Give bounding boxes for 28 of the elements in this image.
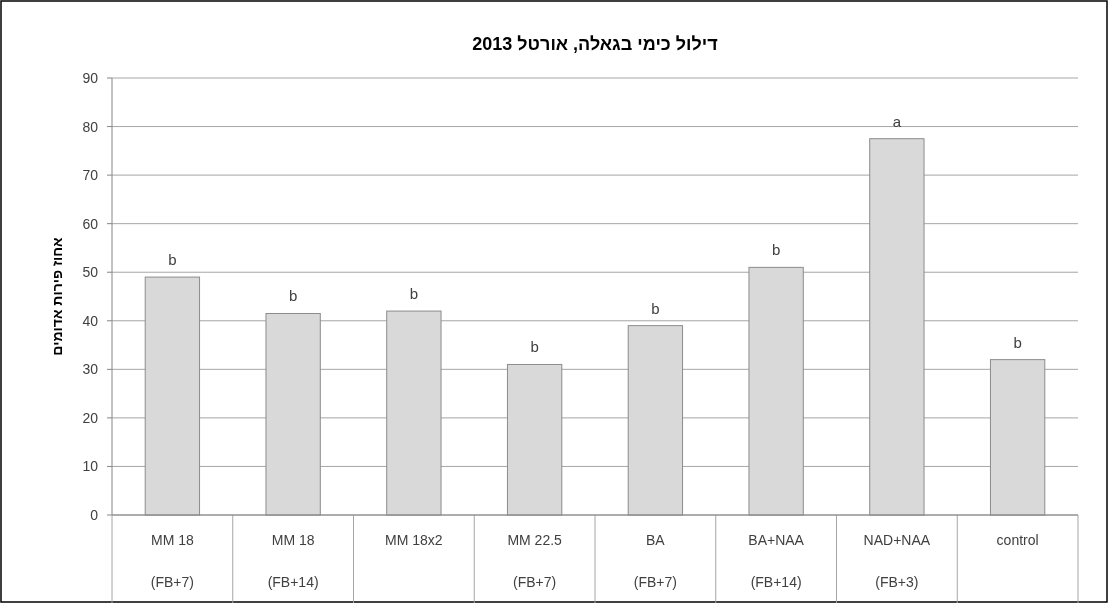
y-tick-label: 70 [82, 167, 99, 184]
y-tick-label: 30 [82, 361, 99, 378]
category-label: BA (FB+7) [633, 532, 677, 590]
y-tick-label: 20 [82, 409, 99, 426]
category-label: MM 18 (FB+7) [150, 532, 194, 590]
y-tick-label: 90 [82, 70, 99, 86]
category-label: MM 18 (FB+14) [267, 532, 319, 590]
annotation: b [771, 241, 781, 259]
x-tick-label: control [996, 532, 1039, 548]
y-tick-label: 40 [82, 312, 99, 329]
x-tick-label: MM 18x2 [385, 532, 443, 548]
category-label: MM 22.5 (FB+7) [507, 532, 562, 590]
chart-title: דילול כימי בגאלה, אורטל 2013 [472, 34, 718, 54]
annotation: a [892, 112, 902, 130]
annotation: b [409, 285, 419, 303]
annotation: b [288, 287, 298, 305]
annotation: b [168, 251, 177, 269]
annotation: b [1013, 333, 1022, 351]
annotation: b [651, 299, 660, 317]
y-tick-label: 60 [82, 215, 99, 232]
category-label: BA+NAA (FB+14) [748, 532, 804, 590]
y-tick-label: 0 [90, 507, 99, 523]
annotation: b [530, 338, 539, 356]
y-tick-label: 10 [82, 458, 99, 475]
y-tick-label: 50 [82, 264, 99, 281]
y-axis-title: אחוז פירות אדומים [49, 236, 65, 356]
y-tick-label: 80 [82, 118, 99, 135]
category-label: NAD+NAA (FB+3) [863, 532, 931, 590]
